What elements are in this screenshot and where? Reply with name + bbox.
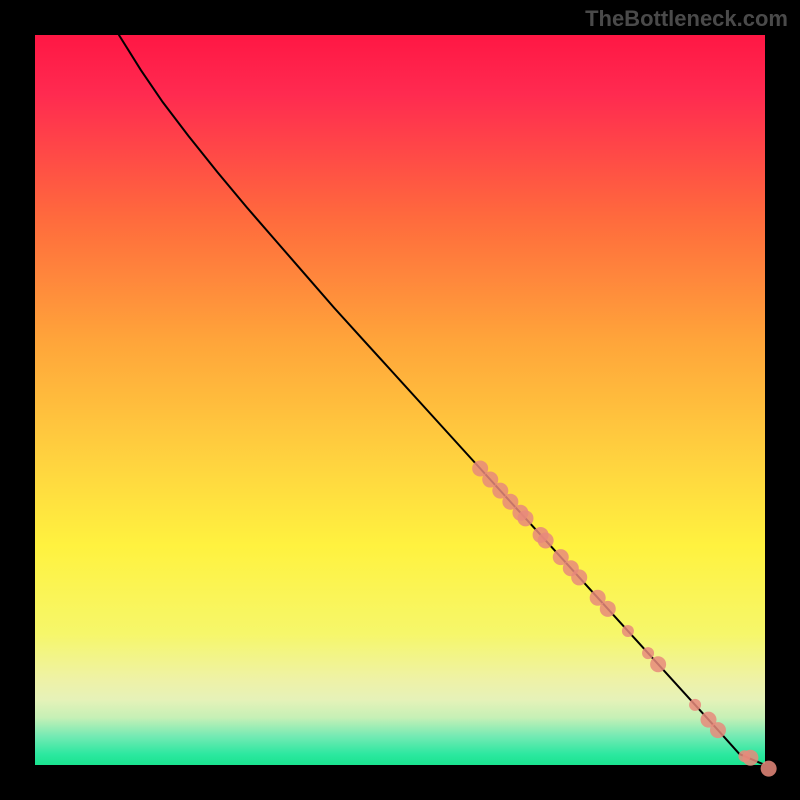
watermark-text: TheBottleneck.com xyxy=(585,6,788,32)
data-point xyxy=(710,722,726,738)
data-point xyxy=(517,510,533,526)
data-point xyxy=(742,750,758,766)
chart-canvas xyxy=(0,0,800,800)
data-point xyxy=(571,569,587,585)
data-point xyxy=(642,647,654,659)
data-point xyxy=(622,625,634,637)
data-point xyxy=(600,601,616,617)
data-point xyxy=(761,761,777,777)
data-point xyxy=(538,532,554,548)
data-point xyxy=(650,656,666,672)
plot-background xyxy=(35,35,765,765)
data-point xyxy=(689,699,701,711)
